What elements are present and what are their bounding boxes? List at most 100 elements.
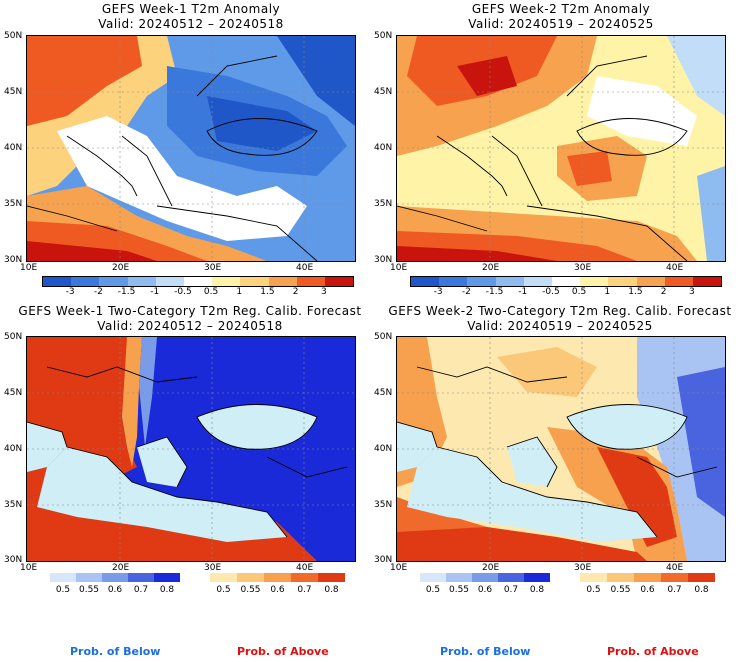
colorbar-label: -3: [433, 287, 443, 297]
colorbar-cell: [154, 573, 180, 582]
panel-title: GEFS Week-2 Two-Category T2m Reg. Calib.…: [388, 304, 732, 318]
lat-label: 50N: [4, 332, 23, 342]
colorbar-cell: [446, 573, 472, 582]
colorbar-label: 0.5: [425, 585, 441, 595]
lon-label: 10E: [20, 263, 38, 273]
anomaly-map-week2: [396, 35, 726, 262]
colorbar-cell: [439, 277, 468, 286]
colorbar-label: -1: [518, 287, 528, 297]
prob-below-labels: 0.5 0.55 0.6 0.7 0.8: [50, 585, 180, 597]
colorbar-label: -3: [65, 287, 75, 297]
colorbar-label: 2: [292, 287, 299, 297]
colorbar-label: 0.55: [240, 585, 261, 595]
colorbar-cell: [580, 277, 609, 286]
lon-label: 20E: [482, 563, 500, 573]
colorbar-cell: [420, 573, 446, 582]
lat-label: 40N: [374, 444, 393, 454]
lat-label: 45N: [374, 388, 393, 398]
prob-above-colorbar: [580, 573, 715, 582]
colorbar-label: 1: [236, 287, 243, 297]
footer-prob-above: Prob. of Above: [607, 645, 699, 658]
colorbar-cell: [551, 277, 581, 286]
colorbar-cell: [240, 277, 269, 286]
colorbar-cell: [210, 573, 237, 582]
colorbar-cell: [127, 277, 156, 286]
colorbar-cell: [523, 277, 552, 286]
panel-valid: Valid: 20240519 – 20240525: [467, 319, 653, 333]
colorbar-cell: [128, 573, 154, 582]
anomaly-colorbar: [42, 276, 354, 287]
colorbar-cell: [183, 277, 213, 286]
colorbar-label: -0.5: [542, 287, 560, 297]
lat-label: 35N: [374, 500, 393, 510]
colorbar-label: 0.55: [78, 585, 100, 595]
lat-label: 30N: [4, 255, 23, 265]
colorbar-cell: [608, 277, 637, 286]
probability-map-week2: [396, 336, 726, 562]
anomaly-colorbar-labels: -3 -2 -1.5 -1 -0.5 0.5 1 1.5 2 3: [410, 287, 720, 299]
colorbar-cell: [411, 277, 440, 286]
colorbar-cell: [636, 277, 665, 286]
colorbar-cell: [264, 573, 291, 582]
colorbar-label: 0.8: [324, 585, 339, 595]
lon-label: 20E: [482, 263, 500, 273]
lon-label: 10E: [390, 563, 408, 573]
panel-title: GEFS Week-1 T2m Anomaly: [101, 2, 281, 16]
panel-valid: Valid: 20240512 – 20240518: [97, 319, 283, 333]
prob-below-colorbar: [420, 573, 550, 582]
anomaly-colorbar-labels: -3 -2 -1.5 -1 -0.5 0.5 1 1.5 2 3: [42, 287, 352, 299]
colorbar-label: -2: [461, 287, 471, 297]
colorbar-cell: [498, 573, 524, 582]
lat-label: 30N: [374, 555, 393, 565]
colorbar-cell: [634, 573, 661, 582]
colorbar-label: 3: [320, 287, 327, 297]
colorbar-cell: [318, 573, 345, 582]
footer-prob-below: Prob. of Below: [440, 645, 531, 658]
colorbar-label: -1.5: [117, 287, 136, 297]
lat-label: 50N: [374, 31, 393, 41]
colorbar-cell: [296, 277, 325, 286]
colorbar-label: -1: [150, 287, 160, 297]
prob-above-labels: 0.5 0.55 0.6 0.7 0.8: [210, 585, 345, 597]
colorbar-label: 0.7: [297, 585, 312, 595]
colorbar-cell: [71, 277, 100, 286]
lon-label: 30E: [204, 263, 222, 273]
colorbar-label: 0.55: [448, 585, 470, 595]
lon-label: 30E: [574, 263, 592, 273]
colorbar-label: 0.5: [216, 585, 231, 595]
colorbar-label: 0.8: [159, 585, 175, 595]
colorbar-label: 0.5: [55, 585, 71, 595]
panel-title: GEFS Week-2 T2m Anomaly: [471, 2, 651, 16]
lat-label: 30N: [374, 255, 393, 265]
lon-label: 10E: [20, 563, 38, 573]
colorbar-label: 3: [688, 287, 695, 297]
panel-valid: Valid: 20240519 – 20240525: [468, 17, 654, 31]
colorbar-label: 0.6: [270, 585, 285, 595]
lon-label: 40E: [666, 263, 684, 273]
colorbar-label: 1.5: [260, 287, 275, 297]
lon-label: 40E: [296, 263, 314, 273]
colorbar-cell: [495, 277, 524, 286]
footer-prob-below: Prob. of Below: [70, 645, 161, 658]
lon-label: 40E: [296, 563, 314, 573]
lon-label: 20E: [112, 563, 130, 573]
lat-label: 50N: [374, 332, 393, 342]
lat-label: 35N: [374, 199, 393, 209]
colorbar-cell: [661, 573, 688, 582]
lat-label: 30N: [4, 555, 23, 565]
probability-map-week1: [26, 336, 356, 562]
colorbar-label: -1.5: [485, 287, 504, 297]
colorbar-label: 0.6: [477, 585, 493, 595]
prob-below-colorbar: [50, 573, 180, 582]
lat-label: 45N: [4, 87, 23, 97]
colorbar-cell: [99, 277, 128, 286]
colorbar-cell: [212, 277, 241, 286]
anomaly-map-week1: [26, 35, 356, 262]
lat-label: 50N: [4, 31, 23, 41]
colorbar-cell: [580, 573, 607, 582]
colorbar-cell: [324, 277, 354, 286]
anomaly-colorbar: [410, 276, 722, 287]
colorbar-label: 0.7: [503, 585, 519, 595]
colorbar-cell: [155, 277, 184, 286]
lon-label: 40E: [666, 563, 684, 573]
